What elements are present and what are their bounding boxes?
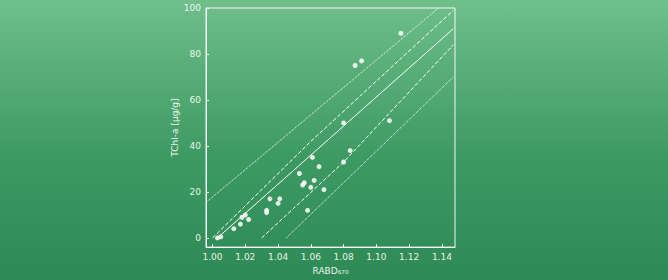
svg-text:1.06: 1.06 — [301, 252, 321, 262]
svg-text:40: 40 — [190, 141, 202, 151]
svg-text:1.10: 1.10 — [366, 252, 386, 262]
svg-text:1.14: 1.14 — [432, 252, 452, 262]
svg-text:60: 60 — [190, 95, 202, 105]
svg-text:80: 80 — [190, 49, 202, 59]
svg-text:100: 100 — [184, 3, 201, 13]
svg-text:0: 0 — [195, 233, 201, 243]
svg-text:1.12: 1.12 — [399, 252, 419, 262]
svg-text:TChl-a [µg/g]: TChl-a [µg/g] — [170, 98, 180, 157]
svg-text:1.02: 1.02 — [235, 252, 255, 262]
svg-text:20: 20 — [190, 187, 202, 197]
svg-text:1.00: 1.00 — [203, 252, 223, 262]
svg-text:1.08: 1.08 — [334, 252, 354, 262]
svg-text:RABD₆₇₀: RABD₆₇₀ — [313, 266, 349, 276]
svg-text:1.04: 1.04 — [268, 252, 288, 262]
